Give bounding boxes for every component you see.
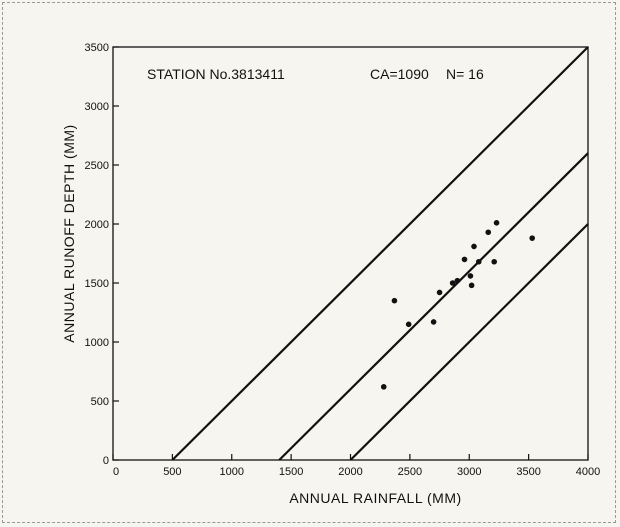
- plot-border: [112, 46, 589, 461]
- y-tick-label: 1000: [85, 337, 109, 349]
- data-point: [491, 258, 497, 265]
- data-point: [461, 256, 468, 263]
- data-point: [468, 282, 475, 289]
- envelope-line-2: [278, 152, 589, 461]
- x-tick-label: 3000: [457, 466, 481, 478]
- plot-area: [112, 46, 589, 461]
- data-point: [436, 289, 443, 296]
- station-annotation: STATION No.3813411: [147, 66, 285, 82]
- y-tick-label: 0: [103, 455, 109, 467]
- data-point: [493, 220, 500, 226]
- x-tick-label: 2000: [338, 466, 362, 478]
- y-tick-label: 500: [91, 396, 109, 408]
- data-point: [430, 319, 437, 325]
- envelope-line-1: [171, 46, 589, 461]
- x-tick-label: 1000: [220, 466, 244, 478]
- data-point: [449, 280, 456, 286]
- data-point: [454, 277, 461, 284]
- data-point: [471, 243, 477, 250]
- y-axis-ticks: 0 500 1000 1500 2000 2500 3000 3500: [85, 42, 119, 467]
- x-tick-label: 500: [163, 466, 181, 478]
- data-point: [529, 235, 535, 241]
- y-tick-label: 3500: [85, 42, 109, 54]
- reference-lines: [171, 46, 589, 461]
- data-point: [391, 297, 398, 304]
- x-axis-title: ANNUAL RAINFALL (MM): [289, 490, 461, 506]
- x-tick-label: 4000: [576, 466, 600, 478]
- x-tick-label: 2500: [398, 466, 422, 478]
- data-points: [380, 220, 535, 390]
- y-tick-label: 3000: [85, 101, 109, 113]
- data-point: [380, 384, 387, 390]
- data-point: [405, 321, 412, 328]
- y-tick-label: 2000: [85, 219, 109, 231]
- y-tick-label: 1500: [85, 278, 109, 290]
- x-tick-label: 3500: [516, 466, 540, 478]
- data-point: [475, 258, 482, 265]
- x-tick-label: 0: [113, 466, 119, 478]
- catchment-area-annotation: CA=1090: [370, 66, 429, 82]
- data-point: [485, 229, 492, 236]
- data-point: [467, 273, 474, 279]
- figure-frame: [2, 2, 616, 523]
- x-axis-ticks: 0 500 1000 1500 2000 2500 3000 3500 4000: [112, 454, 600, 478]
- envelope-line-3: [349, 223, 589, 461]
- y-axis-title: ANNUAL RUNOFF DEPTH (MM): [61, 124, 77, 342]
- x-tick-label: 1500: [279, 466, 303, 478]
- y-tick-label: 2500: [85, 160, 109, 172]
- sample-count-annotation: N= 16: [446, 66, 484, 82]
